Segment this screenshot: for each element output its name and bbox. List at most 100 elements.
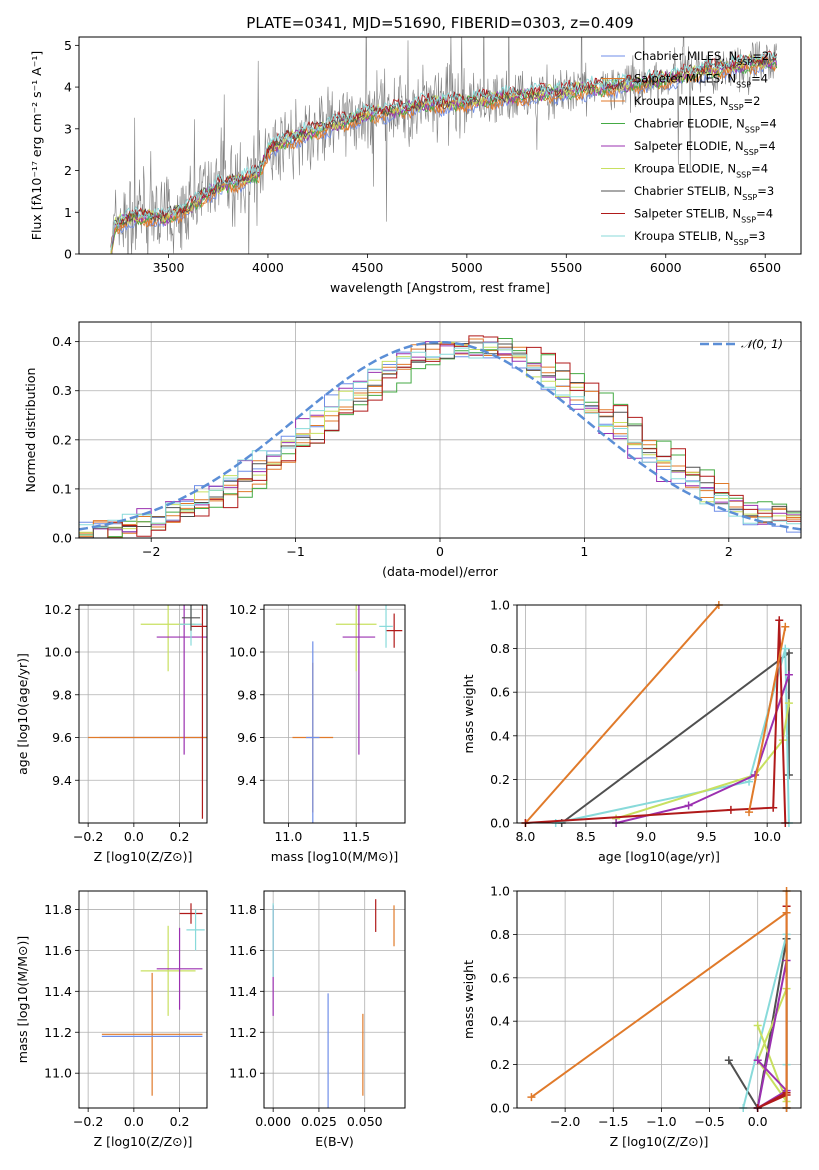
errorbar-plot-area [292, 605, 403, 823]
y-tick-label: 10.0 [44, 645, 72, 660]
weight-plot-area [527, 887, 791, 1112]
spectrum-panel: Chabrier MILES, NSSP=2 Salpeter MILES, NS… [29, 36, 802, 295]
weight-marker [753, 1021, 762, 1030]
x-axis-label: age [log10(age/yr)] [598, 849, 720, 864]
y-tick-label: 11.0 [44, 1066, 72, 1081]
y-tick-label: 9.4 [237, 773, 257, 788]
y-tick-label: 0.1 [52, 481, 72, 496]
x-tick-label: 11.5 [342, 829, 370, 844]
x-tick-label: 0.000 [255, 1114, 291, 1129]
y-tick-label: 0.3 [52, 383, 72, 398]
weight-marker [684, 801, 693, 810]
model-spectrum-line [110, 60, 778, 254]
y-tick-label: 11.2 [44, 1025, 72, 1040]
weight-line [756, 988, 788, 1103]
y-tick-label: 0.0 [52, 531, 72, 546]
mass-vs-reddening-panel: 0.000 0.025 0.050 11.0 11.2 11.4 11.6 11.8 E(B-V… [229, 890, 406, 1149]
x-tick-label: −1.5 [598, 1114, 628, 1129]
y-tick-label: 0.4 [490, 1014, 510, 1029]
x-tick-label: 6000 [650, 260, 682, 275]
weight-plot-area [521, 601, 793, 827]
x-tick-label: 2 [725, 544, 733, 559]
x-tick-label: 9.0 [636, 829, 656, 844]
y-tick-label: 11.0 [229, 1066, 257, 1081]
x-tick-label: −0.2 [73, 1114, 103, 1129]
figure-title: PLATE=0341, MJD=51690, FIBERID=0303, z=0… [246, 14, 633, 32]
y-tick-label: 0.2 [490, 1057, 510, 1072]
legend-label: Chabrier ELODIE, NSSP=4 [634, 117, 777, 135]
y-tick-label: 0.2 [52, 432, 72, 447]
model-spectrum-line [110, 51, 778, 251]
x-tick-label: 0.050 [347, 1114, 383, 1129]
x-tick-label: 10.0 [753, 829, 781, 844]
residual-histogram [79, 342, 801, 533]
x-tick-label: 0.0 [748, 1114, 768, 1129]
y-tick-label: 2 [64, 163, 72, 178]
x-tick-label: 0.0 [124, 1114, 144, 1129]
y-tick-label: 0.8 [490, 641, 510, 656]
model-spectrum-line [110, 57, 778, 254]
x-tick-label: 4000 [252, 260, 284, 275]
y-tick-label: 11.4 [44, 984, 72, 999]
x-tick-label: 4500 [351, 260, 383, 275]
x-tick-label: 3500 [153, 260, 185, 275]
y-tick-label: 10.0 [229, 645, 257, 660]
x-tick-label: 8.5 [576, 829, 596, 844]
legend-label: Salpeter ELODIE, NSSP=4 [634, 139, 776, 157]
legend-label: Kroupa STELIB, NSSP=3 [634, 229, 765, 247]
age-vs-metallicity-panel: −0.2 0.0 0.2 9.4 9.6 9.8 10.0 10.2 Z [log10(Z/Z⊙… [15, 602, 208, 864]
axes-frame [516, 604, 802, 824]
errorbar-plot-area [272, 899, 395, 1108]
legend-label: Kroupa MILES, NSSP=2 [634, 94, 760, 112]
legend-label: 𝒩(0, 1) [741, 337, 783, 351]
weight-marker [781, 622, 790, 631]
y-tick-label: 10.2 [44, 602, 72, 617]
weight-vs-age-panel: 8.0 8.5 9.0 9.5 10.0 0.0 0.2 0.4 0.6 0.8 1.0 age [l… [461, 598, 802, 864]
y-tick-label: 9.4 [52, 773, 72, 788]
weight-line [615, 674, 790, 824]
legend-label: Salpeter MILES, NSSP=4 [634, 72, 768, 90]
weight-marker [784, 670, 793, 679]
y-tick-label: 11.6 [44, 943, 72, 958]
x-tick-label: 1 [580, 544, 588, 559]
weight-marker [724, 1056, 733, 1065]
y-tick-label: 9.8 [237, 687, 257, 702]
y-tick-label: 11.6 [229, 943, 257, 958]
x-tick-label: −0.5 [694, 1114, 724, 1129]
legend-label: Salpeter STELIB, NSSP=4 [634, 207, 773, 225]
weight-line [530, 911, 788, 1099]
weight-marker [726, 805, 735, 814]
x-axis-label: mass [log10(M/M⊙)] [271, 849, 399, 864]
weight-marker [745, 777, 754, 786]
x-tick-label: 0.025 [301, 1114, 337, 1129]
y-tick-label: 0.6 [490, 970, 510, 985]
x-tick-label: 11.0 [274, 829, 302, 844]
legend-label: Chabrier MILES, NSSP=2 [634, 49, 769, 67]
y-tick-label: 11.2 [229, 1025, 257, 1040]
y-tick-label: 10.2 [229, 602, 257, 617]
y-tick-label: 9.6 [237, 730, 257, 745]
x-axis-label: wavelength [Angstrom, rest frame] [330, 280, 550, 295]
x-axis-label: Z [log10(Z/Z⊙)] [610, 1134, 709, 1149]
y-tick-label: 0.0 [490, 816, 510, 831]
weight-line [615, 702, 790, 820]
y-axis-label: mass weight [461, 960, 476, 1039]
residuals-plot-area [79, 335, 801, 538]
x-tick-label: 6500 [749, 260, 781, 275]
y-tick-label: 0.4 [52, 334, 72, 349]
x-tick-label: −2.0 [550, 1114, 580, 1129]
errorbar-plot-area [88, 605, 207, 819]
x-tick-label: 0.2 [170, 829, 190, 844]
y-tick-label: 1.0 [490, 884, 510, 899]
y-tick-label: 1.0 [490, 598, 510, 613]
model-spectrum-line [110, 56, 778, 254]
weight-marker [781, 644, 790, 653]
y-tick-label: 4 [64, 80, 72, 95]
y-tick-label: 5 [64, 38, 72, 53]
model-spectrum-line [110, 55, 778, 253]
weight-vs-metallicity-panel: −2.0 −1.5 −1.0 −0.5 0.0 0.0 0.2 0.4 0.6 0.8 1.0 Z [… [461, 884, 802, 1149]
y-tick-label: 11.8 [44, 902, 72, 917]
axes-frame [263, 890, 406, 1109]
errorbar-plot-area [101, 903, 205, 1096]
